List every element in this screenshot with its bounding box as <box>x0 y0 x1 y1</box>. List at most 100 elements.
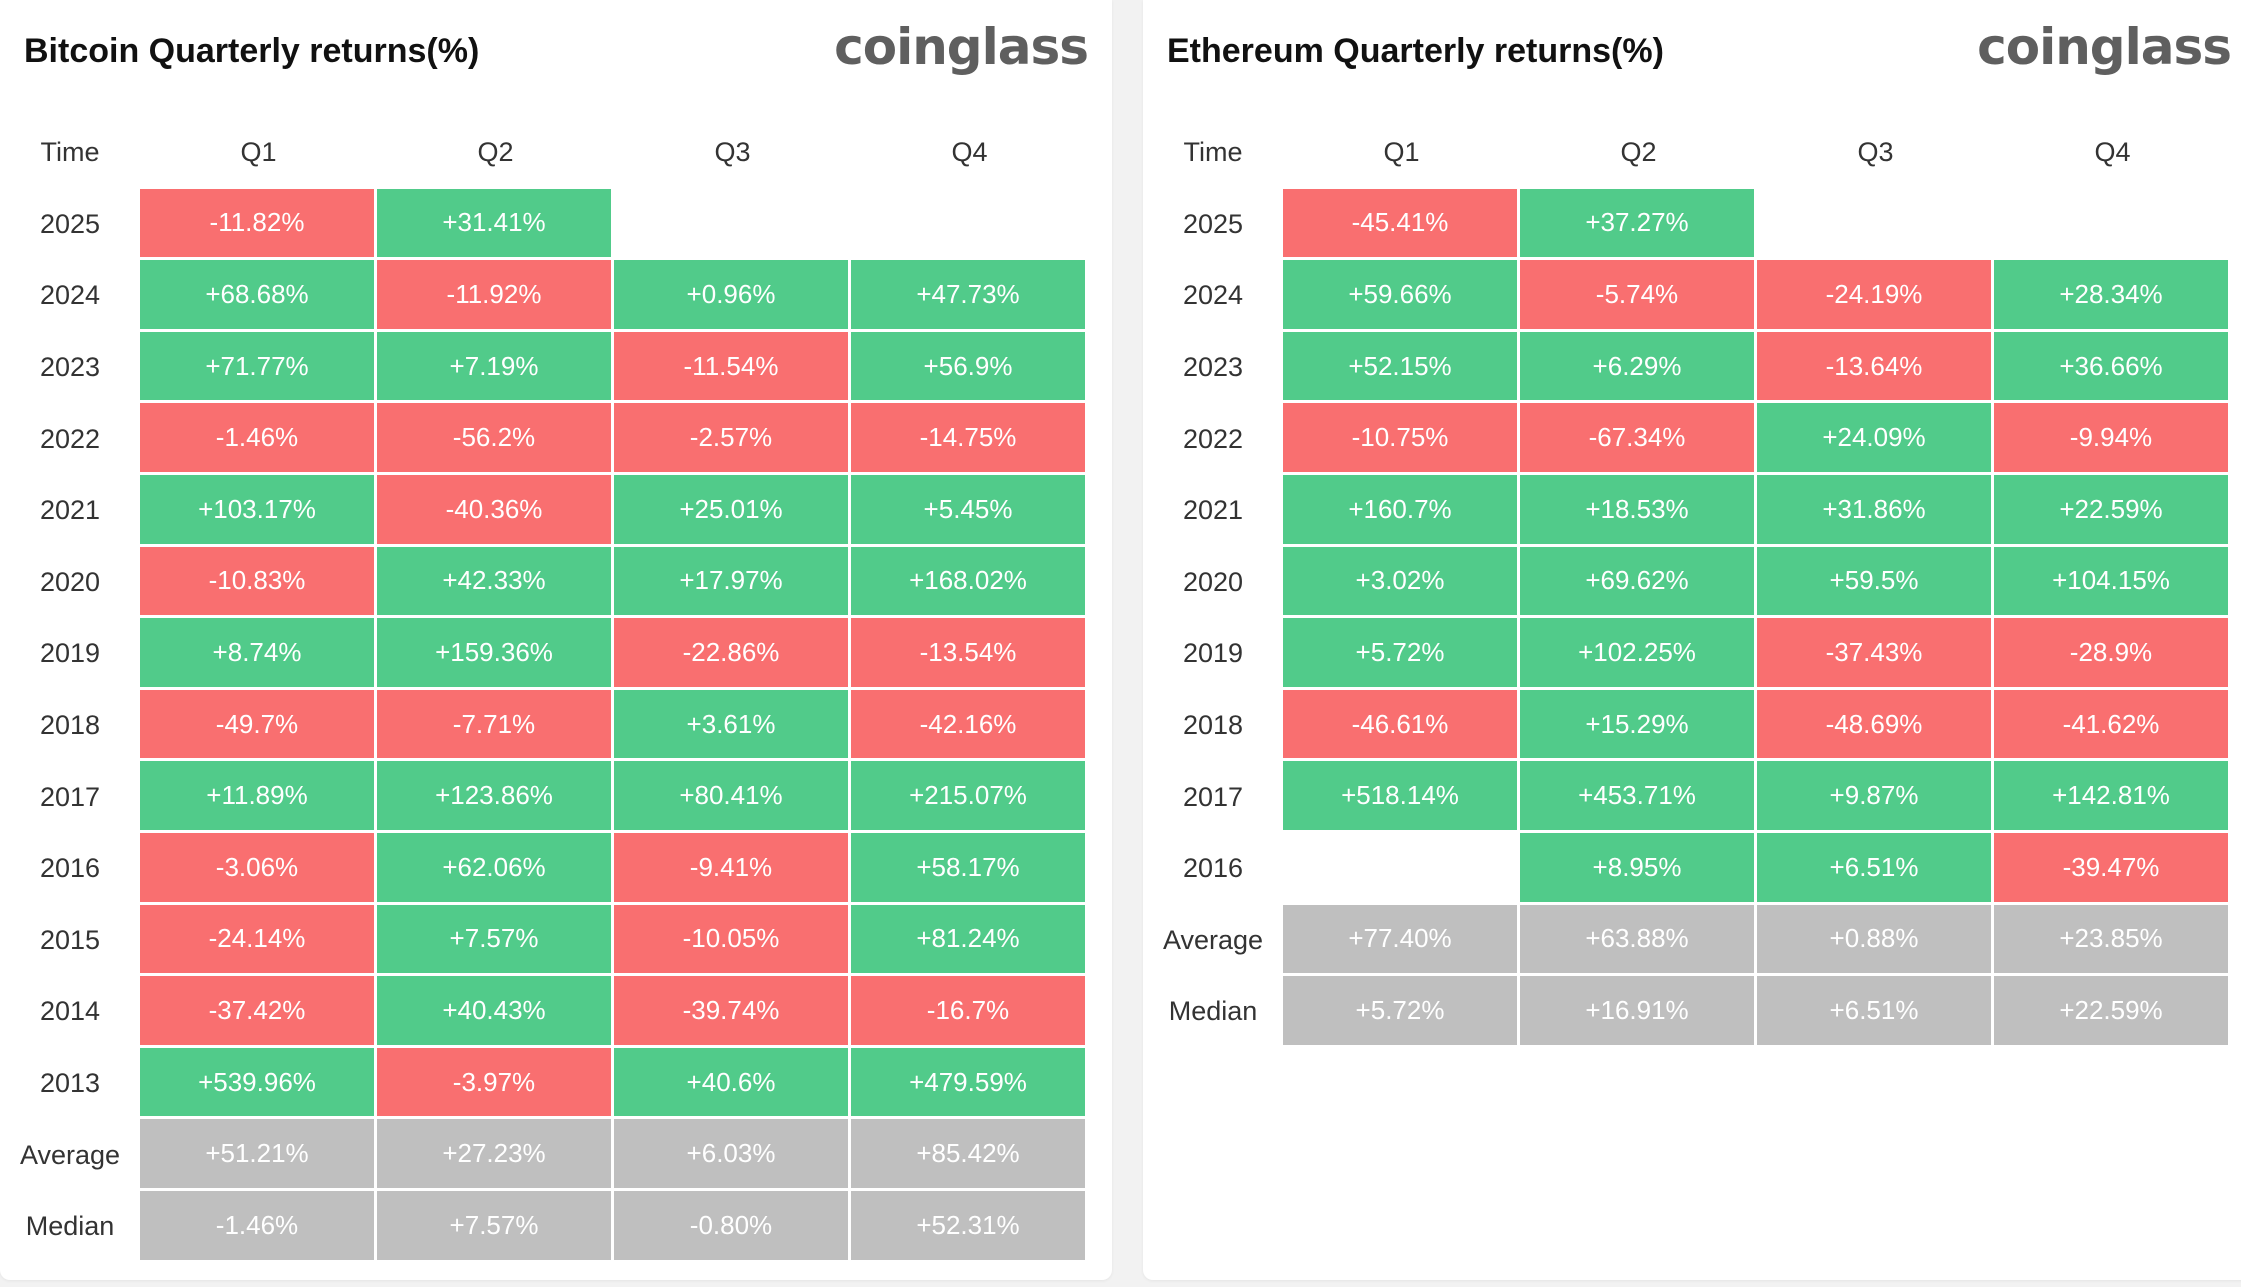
return-cell-2013-q4: +479.59% <box>851 1047 1085 1117</box>
return-cell-2017-q2: +123.86% <box>377 761 611 830</box>
column-header-q4: Q4 <box>951 137 988 168</box>
column-header-q2: Q2 <box>1620 137 1657 168</box>
ethereum-returns-table: Time Q1 Q2 Q3 Q4 2025 -45.41% +37.27% 2024 +59.66… <box>1143 117 2231 1048</box>
row-label-2016: 2016 <box>39 853 101 884</box>
row-label-2016: 2016 <box>1182 853 1244 884</box>
return-cell-2024-q1: +68.68% <box>140 260 374 329</box>
row-label-2020: 2020 <box>39 566 101 597</box>
column-header-q1: Q1 <box>240 137 277 168</box>
return-cell-2014-q3: -39.74% <box>614 976 848 1045</box>
return-cell-2014-q4: -16.7% <box>851 976 1085 1045</box>
return-cell-median-q2: +7.57% <box>377 1190 611 1260</box>
row-label-2013: 2013 <box>39 1068 101 1099</box>
row-label-2024: 2024 <box>1182 280 1244 311</box>
return-cell-average-q1: +51.21% <box>140 1119 374 1188</box>
return-cell-average-q3: +6.03% <box>614 1119 848 1188</box>
return-cell-2023-q2: +7.19% <box>377 331 611 401</box>
return-cell-2025-q3 <box>614 189 848 258</box>
return-cell-2019-q2: +102.25% <box>1520 618 1754 687</box>
return-cell-2017-q1: +11.89% <box>140 761 374 830</box>
row-label-2017: 2017 <box>39 781 101 812</box>
return-cell-median-q3: +6.51% <box>1757 976 1991 1045</box>
return-cell-2018-q2: +15.29% <box>1520 689 1754 759</box>
return-cell-2020-q4: +168.02% <box>851 546 1085 616</box>
return-cell-2023-q2: +6.29% <box>1520 331 1754 401</box>
return-cell-2022-q1: -10.75% <box>1283 403 1517 472</box>
return-cell-2022-q2: -56.2% <box>377 403 611 472</box>
return-cell-2017-q3: +9.87% <box>1757 761 1991 830</box>
return-cell-2023-q3: -11.54% <box>614 331 848 401</box>
column-header-time: Time <box>40 137 100 168</box>
return-cell-2021-q1: +160.7% <box>1283 474 1517 544</box>
return-cell-average-q1: +77.40% <box>1283 904 1517 974</box>
return-cell-2022-q1: -1.46% <box>140 403 374 472</box>
return-cell-2024-q2: -11.92% <box>377 260 611 329</box>
column-header-q1: Q1 <box>1383 137 1420 168</box>
return-cell-2021-q4: +22.59% <box>1994 474 2228 544</box>
row-label-2021: 2021 <box>39 495 101 526</box>
return-cell-2019-q1: +8.74% <box>140 618 374 687</box>
row-label-2017: 2017 <box>1182 781 1244 812</box>
return-cell-2020-q3: +59.5% <box>1757 546 1991 616</box>
return-cell-2022-q3: +24.09% <box>1757 403 1991 472</box>
return-cell-2025-q1: -45.41% <box>1283 188 1517 258</box>
return-cell-median-q4: +22.59% <box>1994 976 2228 1045</box>
return-cell-2015-q3: -10.05% <box>614 904 848 974</box>
return-cell-2025-q2: +31.41% <box>377 188 611 258</box>
row-label-2023: 2023 <box>39 352 101 383</box>
row-label-median: Median <box>1168 996 1258 1027</box>
return-cell-2017-q1: +518.14% <box>1283 761 1517 830</box>
return-cell-2016-q4: +58.17% <box>851 832 1085 902</box>
return-cell-2021-q2: -40.36% <box>377 474 611 544</box>
return-cell-2016-q3: +6.51% <box>1757 832 1991 902</box>
column-header-q4: Q4 <box>2094 137 2131 168</box>
return-cell-2018-q1: -49.7% <box>140 689 374 759</box>
return-cell-2023-q4: +56.9% <box>851 331 1085 401</box>
return-cell-2021-q1: +103.17% <box>140 474 374 544</box>
return-cell-2014-q2: +40.43% <box>377 976 611 1045</box>
return-cell-median-q1: +5.72% <box>1283 976 1517 1045</box>
row-label-2014: 2014 <box>39 996 101 1027</box>
row-label-2020: 2020 <box>1182 566 1244 597</box>
return-cell-average-q4: +85.42% <box>851 1119 1085 1188</box>
ethereum-table-title: Ethereum Quarterly returns(%) <box>1167 32 1664 70</box>
return-cell-2021-q3: +25.01% <box>614 474 848 544</box>
column-header-q3: Q3 <box>1857 137 1894 168</box>
return-cell-2023-q3: -13.64% <box>1757 331 1991 401</box>
return-cell-2022-q4: -14.75% <box>851 403 1085 472</box>
return-cell-2013-q2: -3.97% <box>377 1047 611 1117</box>
row-label-average: Average <box>1162 924 1264 955</box>
return-cell-2024-q2: -5.74% <box>1520 260 1754 329</box>
return-cell-2014-q1: -37.42% <box>140 976 374 1045</box>
return-cell-2017-q2: +453.71% <box>1520 761 1754 830</box>
return-cell-2018-q2: -7.71% <box>377 689 611 759</box>
return-cell-2019-q1: +5.72% <box>1283 618 1517 687</box>
return-cell-2020-q2: +42.33% <box>377 546 611 616</box>
return-cell-2018-q4: -41.62% <box>1994 689 2228 759</box>
return-cell-median-q3: -0.80% <box>614 1190 848 1260</box>
return-cell-2016-q4: -39.47% <box>1994 832 2228 902</box>
return-cell-2017-q4: +142.81% <box>1994 761 2228 830</box>
return-cell-2017-q3: +80.41% <box>614 761 848 830</box>
row-label-average: Average <box>19 1139 121 1170</box>
return-cell-2023-q1: +71.77% <box>140 331 374 401</box>
return-cell-2019-q2: +159.36% <box>377 618 611 687</box>
row-label-2025: 2025 <box>1182 208 1244 239</box>
return-cell-2019-q3: -22.86% <box>614 618 848 687</box>
column-header-time: Time <box>1183 137 1243 168</box>
return-cell-2019-q3: -37.43% <box>1757 618 1991 687</box>
return-cell-2017-q4: +215.07% <box>851 761 1085 830</box>
return-cell-2018-q1: -46.61% <box>1283 689 1517 759</box>
row-label-2021: 2021 <box>1182 495 1244 526</box>
row-label-2024: 2024 <box>39 280 101 311</box>
return-cell-median-q2: +16.91% <box>1520 976 1754 1045</box>
return-cell-2023-q1: +52.15% <box>1283 331 1517 401</box>
row-label-median: Median <box>25 1211 115 1242</box>
return-cell-average-q2: +63.88% <box>1520 904 1754 974</box>
return-cell-2024-q3: -24.19% <box>1757 260 1991 329</box>
return-cell-2023-q4: +36.66% <box>1994 331 2228 401</box>
row-label-2023: 2023 <box>1182 352 1244 383</box>
row-label-2022: 2022 <box>39 423 101 454</box>
return-cell-average-q2: +27.23% <box>377 1119 611 1188</box>
return-cell-2019-q4: -13.54% <box>851 618 1085 687</box>
